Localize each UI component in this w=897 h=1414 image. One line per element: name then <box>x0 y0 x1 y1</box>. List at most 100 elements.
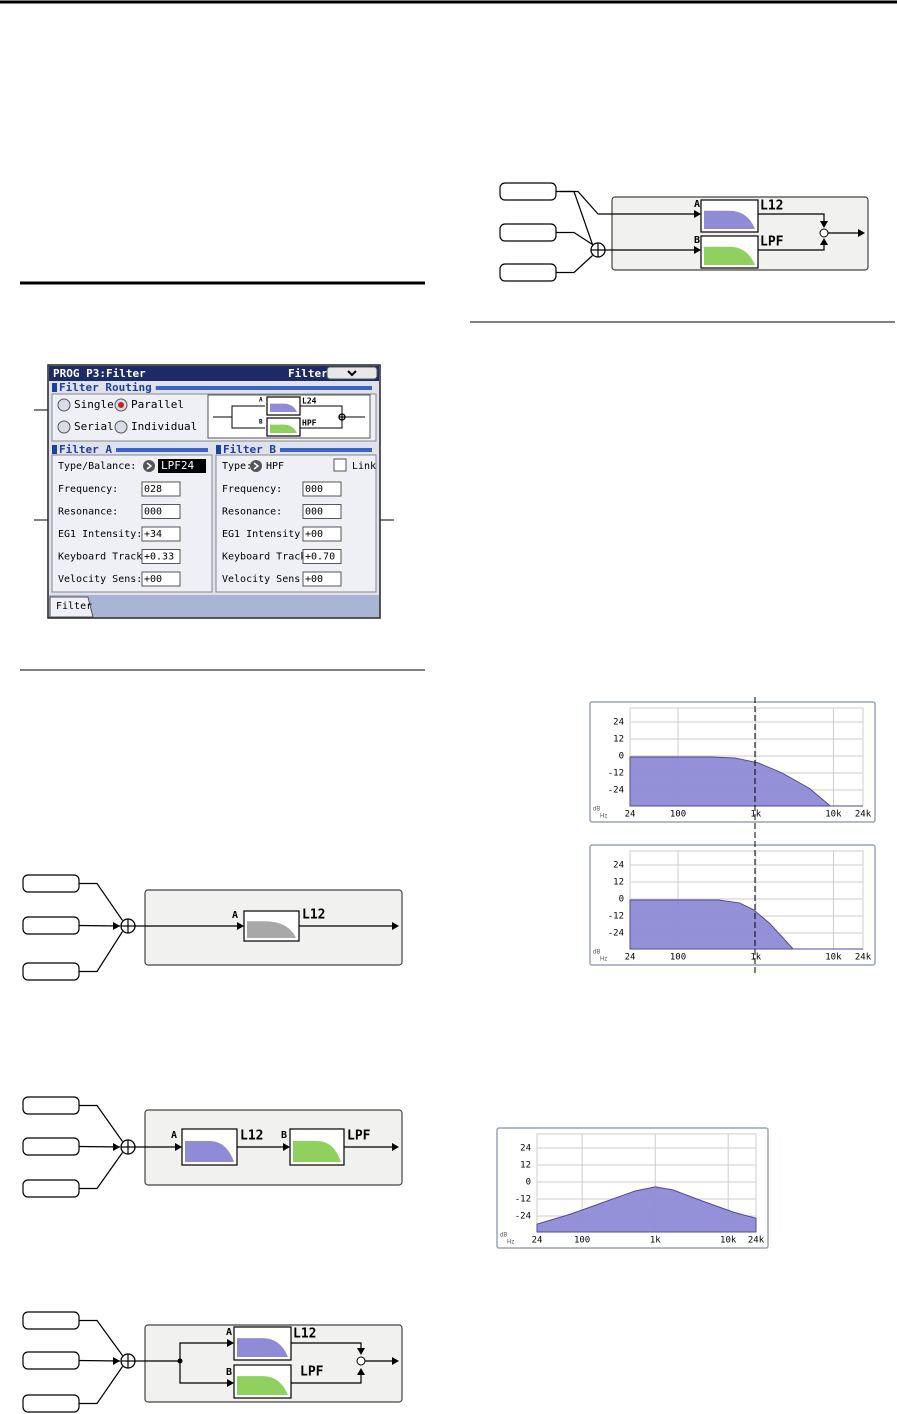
label: Hz <box>507 1240 514 1246</box>
response-curve <box>536 1186 757 1233</box>
label: B <box>226 1367 232 1378</box>
arrow-head <box>858 229 865 237</box>
type-select-button[interactable] <box>250 460 262 472</box>
filter-curve <box>704 246 755 265</box>
label: LPF <box>300 1365 324 1380</box>
label: Filter <box>288 367 328 380</box>
label: L12 <box>240 1129 263 1144</box>
connector <box>79 1319 123 1356</box>
arrow-head <box>392 1143 399 1151</box>
label: L12 <box>760 199 783 214</box>
radio-button[interactable] <box>57 398 71 412</box>
connector <box>79 1104 123 1142</box>
input-box <box>499 182 557 201</box>
label: Type/Balance: <box>58 461 136 472</box>
label: +0.33 <box>144 552 174 563</box>
arrow-head <box>694 246 701 254</box>
label: 000 <box>144 507 162 518</box>
label: Hz <box>600 814 607 820</box>
response-curve <box>629 756 863 807</box>
label: Resonance: <box>222 507 282 518</box>
label: 24k <box>855 810 872 820</box>
section-line <box>115 448 208 452</box>
label: -24 <box>608 786 624 796</box>
menu-arrow <box>347 370 357 377</box>
label: 000 <box>305 507 323 518</box>
label: Individual <box>131 420 197 433</box>
type-field[interactable] <box>158 459 206 473</box>
connector <box>556 255 593 274</box>
value-field[interactable] <box>141 571 181 587</box>
label: +0.70 <box>305 552 335 563</box>
sum-node <box>819 228 829 238</box>
value-field[interactable] <box>141 504 181 519</box>
radio-button[interactable] <box>57 420 71 434</box>
label: Filter <box>56 601 92 612</box>
value-field[interactable] <box>302 481 342 497</box>
page-menu-button[interactable] <box>326 366 378 380</box>
arrow-head <box>392 922 399 930</box>
input-box <box>22 1137 80 1156</box>
radio-button[interactable] <box>114 420 128 434</box>
link-checkbox[interactable] <box>333 458 347 472</box>
connector <box>560 190 695 215</box>
label: 12 <box>613 878 624 888</box>
select-arrow <box>146 462 153 470</box>
label: Velocity Sens: <box>58 574 142 585</box>
filter-curve <box>237 1338 288 1357</box>
label: 24k <box>748 1236 765 1246</box>
connector <box>556 231 593 246</box>
label: Parallel <box>131 398 184 411</box>
label: Filter Routing <box>59 381 152 394</box>
label: 1k <box>750 953 761 963</box>
label: 028 <box>144 484 162 495</box>
radio-dot <box>118 402 124 408</box>
label: Velocity Sens: <box>222 574 306 585</box>
value-field[interactable] <box>141 481 181 497</box>
arrow-head <box>357 1348 365 1355</box>
label: +34 <box>144 529 162 540</box>
connector <box>79 1366 123 1405</box>
value-field[interactable] <box>141 526 181 542</box>
label: L12 <box>302 908 325 923</box>
value-field[interactable] <box>302 549 342 564</box>
arrow-head <box>237 922 244 930</box>
label: 100 <box>670 953 686 963</box>
label: Frequency: <box>58 484 118 495</box>
label: -12 <box>608 912 624 922</box>
tab[interactable] <box>49 596 94 618</box>
label: -12 <box>515 1195 531 1205</box>
label: dB <box>500 1233 507 1239</box>
tab-strip <box>49 595 379 617</box>
label: 10k <box>825 810 842 820</box>
section-line <box>155 386 372 390</box>
input-box <box>22 1311 80 1330</box>
label: 24 <box>613 718 624 728</box>
value-field[interactable] <box>302 571 342 587</box>
input-box <box>22 962 80 981</box>
value-field[interactable] <box>302 504 342 519</box>
filter-curve <box>270 403 297 412</box>
label: dB <box>593 950 600 956</box>
label: -24 <box>515 1212 531 1222</box>
type-select-button[interactable] <box>143 460 155 472</box>
value-field[interactable] <box>302 526 342 542</box>
label: Keyboard Track: <box>58 552 148 563</box>
label: 0 <box>526 1178 531 1188</box>
label: HPF <box>302 419 317 428</box>
section-bar <box>216 445 221 454</box>
label: 100 <box>670 810 686 820</box>
section-bar <box>52 445 57 454</box>
input-box <box>22 1096 80 1115</box>
label: Filter B <box>223 443 276 456</box>
select-arrow <box>253 462 260 470</box>
label: dB <box>593 807 600 813</box>
label: +00 <box>144 574 162 585</box>
label: L24 <box>302 397 317 406</box>
label: 24 <box>532 1236 543 1246</box>
input-box <box>22 916 80 935</box>
label: 100 <box>574 1236 590 1246</box>
value-field[interactable] <box>141 549 181 564</box>
label: LPF <box>760 235 784 250</box>
arrow-head <box>694 210 701 218</box>
